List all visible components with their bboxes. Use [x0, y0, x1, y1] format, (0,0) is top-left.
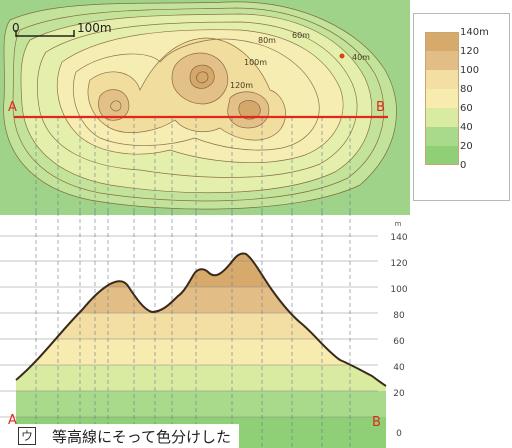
profile-tick-0: 0: [396, 429, 402, 439]
contour-lines: [3, 1, 397, 210]
profile-tick-20: 20: [393, 389, 405, 399]
map-point-a-label: A: [8, 100, 17, 115]
projection-lines-profile: [35, 212, 351, 448]
profile-tick-80: 80: [393, 311, 405, 321]
contour-label-100: 100m: [244, 58, 267, 67]
legend-swatch-140: [425, 32, 459, 51]
caption-marker: ウ: [18, 427, 36, 445]
legend-label-60: 60: [460, 103, 473, 114]
legend-label-0: 0: [460, 160, 467, 171]
caption-text: 等高線にそって色分けした: [52, 427, 231, 446]
legend-swatch-60: [425, 108, 459, 127]
profile-tick-60: 60: [393, 337, 405, 347]
band-120a: [98, 89, 129, 121]
profile-grid: [0, 235, 378, 418]
contour-label-120: 120m: [230, 81, 253, 90]
contour-map: 0 100m A B 80m 60m 100m 120m 40m: [0, 0, 410, 215]
profile-fill-bands: [16, 253, 386, 448]
legend-swatch-80: [425, 89, 459, 108]
scale-start-label: 0: [12, 21, 20, 35]
legend-swatch-40: [425, 127, 459, 146]
map-point-b-label: B: [376, 100, 385, 115]
profile-tick-100: 100: [390, 285, 407, 295]
legend-label-20: 20: [460, 141, 473, 152]
profile-tick-40: 40: [393, 363, 405, 373]
profile-outline: [15, 252, 387, 387]
profile-tick-140: 140: [390, 233, 407, 243]
legend-swatch-20: [425, 146, 459, 165]
legend-label-120: 120: [460, 46, 480, 57]
contour-label-80: 80m: [258, 36, 276, 45]
legend-swatch-100: [425, 70, 459, 89]
legend-label-140: 140m: [460, 27, 489, 38]
legend-label-40: 40: [460, 122, 473, 133]
spot-height-marker: [339, 53, 345, 59]
projection-lines-map: [35, 117, 351, 215]
band-140b: [238, 100, 261, 120]
profile-graphic: m 140 120 100 80 60 40 20 0 A B: [0, 212, 408, 448]
elevation-legend: 140m 120 100 80 60 40 20 0: [413, 13, 510, 201]
contour-label-60: 60m: [292, 31, 310, 40]
contour-map-graphic: 0 100m A B 80m 60m 100m 120m 40m: [0, 0, 410, 215]
profile-point-b-label: B: [372, 415, 381, 430]
band-140a: [190, 65, 215, 89]
profile-unit-label: m: [395, 220, 402, 228]
legend-label-100: 100: [460, 65, 480, 76]
cross-section-profile: m 140 120 100 80 60 40 20 0 A B: [0, 212, 410, 448]
profile-point-a-label: A: [8, 413, 17, 428]
legend-label-80: 80: [460, 84, 473, 95]
figure-caption: ウ 等高線にそって色分けした: [2, 424, 239, 448]
spot-height-label: 40m: [352, 53, 370, 62]
legend-swatch-120: [425, 51, 459, 70]
scale-end-label: 100m: [77, 21, 112, 35]
profile-tick-120: 120: [390, 259, 407, 269]
